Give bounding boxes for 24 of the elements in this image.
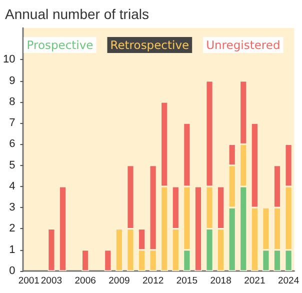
x-tick-label: 2015 <box>176 276 198 286</box>
x-tick-label: 2021 <box>244 276 266 286</box>
x-tick-label: 2001 <box>18 276 40 286</box>
y-tick-label: 8 <box>9 96 16 108</box>
text: Retrospective <box>110 38 190 52</box>
y-tick-label: 3 <box>9 202 16 214</box>
y-tick-label: 10 <box>2 54 16 66</box>
text: Unregistered <box>206 38 280 52</box>
y-tick-label: 7 <box>9 117 16 130</box>
x-tick-label: 2012 <box>142 276 164 286</box>
x-tick-label: 2009 <box>108 276 130 286</box>
y-tick-label: 4 <box>9 180 16 192</box>
y-tick-label: 5 <box>9 159 16 172</box>
y-tick-label: 6 <box>9 138 16 150</box>
y-tick-label: 0 <box>9 265 16 277</box>
y-tick-label: 1 <box>9 244 16 256</box>
text: Prospective <box>26 38 94 52</box>
y-tick-label: 2 <box>9 222 16 235</box>
y-tick-label: 9 <box>9 74 16 87</box>
x-tick-label: 2003 <box>40 276 62 286</box>
x-tick-label: 2006 <box>74 276 96 286</box>
x-tick-label: 2024 <box>278 276 300 286</box>
chart-title: Annual number of trials <box>5 6 149 22</box>
x-tick-label: 2018 <box>210 276 232 286</box>
